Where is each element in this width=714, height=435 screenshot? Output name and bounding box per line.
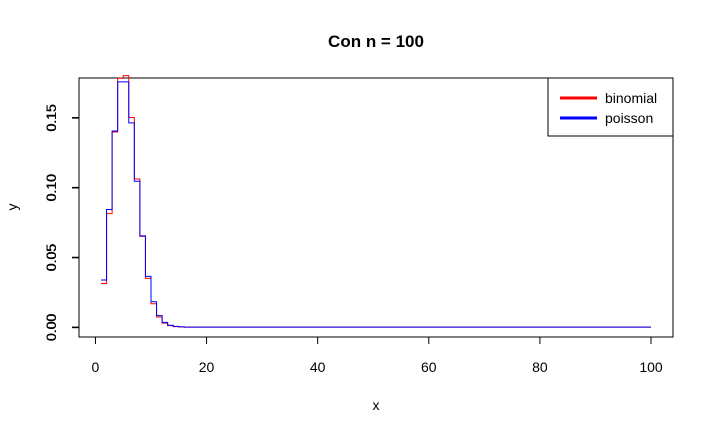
x-tick-label: 100 (639, 359, 663, 375)
legend-label-poisson: poisson (605, 110, 653, 126)
y-axis: 0.000.050.100.150.000.050.100.15 (43, 104, 80, 341)
y-tick-label-poisson: 0.00 (43, 314, 59, 341)
y-tick-label-binomial: 0.10 (43, 174, 59, 201)
x-tick-label: 60 (421, 359, 437, 375)
y-tick-label-binomial: 0.05 (43, 243, 59, 270)
x-tick-label: 20 (199, 359, 215, 375)
x-tick-label: 40 (310, 359, 326, 375)
y-tick-label-binomial: 0.15 (43, 104, 59, 131)
x-axis-label: x (373, 397, 380, 413)
plot-area (101, 75, 651, 328)
y-tick-label-poisson: 0.15 (43, 104, 59, 131)
x-tick-label: 0 (92, 359, 100, 375)
legend-box (547, 77, 674, 137)
legend: binomial poisson (547, 77, 674, 137)
y-tick-label-binomial: 0.00 (43, 313, 59, 340)
x-axis: 0 20 40 60 80 100 (92, 336, 663, 375)
y-axis-label: y (4, 204, 20, 211)
y-tick-label-poisson: 0.10 (43, 174, 59, 201)
series-line-poisson (101, 81, 651, 328)
chart-title: Con n = 100 (328, 32, 424, 51)
legend-label-binomial: binomial (605, 90, 657, 106)
x-tick-label: 80 (532, 359, 548, 375)
y-tick-label-poisson: 0.05 (43, 244, 59, 271)
